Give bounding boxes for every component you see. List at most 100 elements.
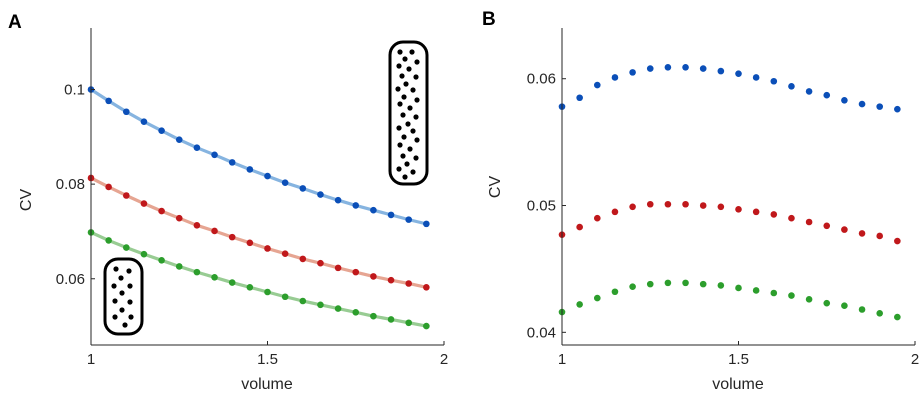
data-point bbox=[805, 218, 813, 226]
data-point bbox=[858, 230, 866, 237]
data-point bbox=[682, 279, 689, 287]
data-point bbox=[841, 302, 848, 309]
data-point bbox=[175, 136, 183, 143]
data-point bbox=[805, 88, 813, 95]
cell-dot bbox=[410, 169, 416, 175]
data-point bbox=[370, 273, 377, 280]
data-point bbox=[594, 294, 601, 302]
panel-b-y-axis-label: CV bbox=[487, 176, 504, 199]
cell-dot bbox=[413, 114, 419, 120]
data-point bbox=[894, 313, 901, 321]
data-point bbox=[876, 310, 883, 317]
y-tick-label: 0.04 bbox=[527, 324, 556, 341]
cell-dot bbox=[126, 268, 132, 274]
y-tick-label: 0.08 bbox=[56, 176, 85, 193]
cell-dot bbox=[401, 134, 407, 140]
data-point bbox=[387, 276, 395, 284]
data-point bbox=[594, 214, 601, 222]
data-point bbox=[770, 289, 778, 297]
data-point bbox=[611, 288, 619, 296]
data-point bbox=[752, 287, 760, 294]
data-point bbox=[387, 316, 395, 323]
data-point bbox=[105, 97, 112, 105]
data-point bbox=[699, 280, 707, 288]
cell-dot bbox=[122, 322, 128, 328]
y-tick-label: 0.06 bbox=[56, 271, 85, 288]
cell-outline bbox=[103, 257, 144, 336]
data-point bbox=[576, 94, 583, 102]
cell-dot bbox=[410, 128, 416, 134]
data-point bbox=[576, 301, 583, 308]
data-point bbox=[664, 64, 672, 71]
data-point bbox=[841, 226, 848, 233]
panel-b-x-axis-label: volume bbox=[712, 376, 764, 393]
data-point bbox=[841, 96, 848, 104]
data-point bbox=[352, 202, 360, 209]
data-point bbox=[405, 216, 413, 223]
data-point bbox=[123, 108, 130, 116]
data-point bbox=[211, 274, 218, 281]
data-point bbox=[334, 196, 342, 204]
cell-dot bbox=[397, 49, 403, 55]
data-point bbox=[699, 65, 707, 72]
panel-letter-b: B bbox=[482, 9, 496, 30]
data-point bbox=[770, 77, 778, 85]
data-point bbox=[175, 214, 183, 222]
data-point bbox=[317, 191, 324, 198]
data-point bbox=[211, 227, 218, 235]
data-point bbox=[193, 144, 201, 152]
data-point bbox=[752, 208, 760, 216]
data-point bbox=[228, 159, 236, 166]
panel-a-x-axis-label: volume bbox=[241, 376, 293, 393]
data-point bbox=[193, 221, 201, 229]
cell-dot bbox=[401, 94, 407, 100]
data-point bbox=[140, 250, 148, 258]
data-point bbox=[629, 69, 636, 76]
data-point bbox=[317, 259, 324, 267]
cell-dot bbox=[128, 314, 134, 320]
cell-small-icon bbox=[103, 257, 144, 336]
cell-dot bbox=[127, 299, 133, 305]
data-point bbox=[699, 202, 707, 209]
data-point bbox=[317, 301, 324, 309]
cell-dot bbox=[395, 86, 401, 92]
data-point bbox=[823, 91, 831, 99]
cell-dot bbox=[402, 56, 408, 62]
data-point bbox=[299, 185, 307, 192]
cell-dot bbox=[414, 137, 420, 143]
cell-dot bbox=[112, 298, 118, 304]
cell-dot bbox=[396, 166, 402, 172]
data-point bbox=[158, 127, 165, 134]
data-point bbox=[228, 233, 236, 241]
cell-dot bbox=[399, 73, 405, 79]
cell-dot bbox=[414, 97, 420, 103]
data-point bbox=[423, 283, 430, 291]
cell-large-icon bbox=[388, 40, 429, 186]
data-point bbox=[770, 211, 778, 218]
cell-dot bbox=[406, 66, 412, 72]
cell-dot bbox=[396, 125, 402, 131]
data-point bbox=[140, 200, 148, 207]
data-point bbox=[858, 306, 866, 313]
data-point bbox=[299, 297, 307, 305]
panel-a-chart: 1 1.5 2 0.06 0.08 0.1 volume CV bbox=[18, 28, 448, 393]
data-point bbox=[629, 283, 636, 290]
data-point bbox=[105, 237, 112, 244]
data-point bbox=[370, 206, 377, 214]
data-point bbox=[894, 237, 901, 245]
data-point bbox=[264, 288, 271, 296]
data-point bbox=[387, 211, 395, 219]
x-tick-label: 2 bbox=[440, 351, 448, 368]
data-point bbox=[405, 280, 413, 287]
cell-dot bbox=[118, 275, 124, 281]
cell-dot bbox=[112, 314, 118, 320]
panel-b-axes: 1 1.5 2 0.04 0.05 0.06 bbox=[527, 28, 919, 368]
cell-dot bbox=[400, 112, 406, 118]
x-tick-label: 1.5 bbox=[257, 351, 278, 368]
data-point bbox=[646, 200, 654, 208]
data-point bbox=[140, 118, 148, 125]
data-point bbox=[299, 255, 307, 263]
panel-a-series-points bbox=[87, 86, 430, 330]
data-point bbox=[664, 200, 672, 208]
